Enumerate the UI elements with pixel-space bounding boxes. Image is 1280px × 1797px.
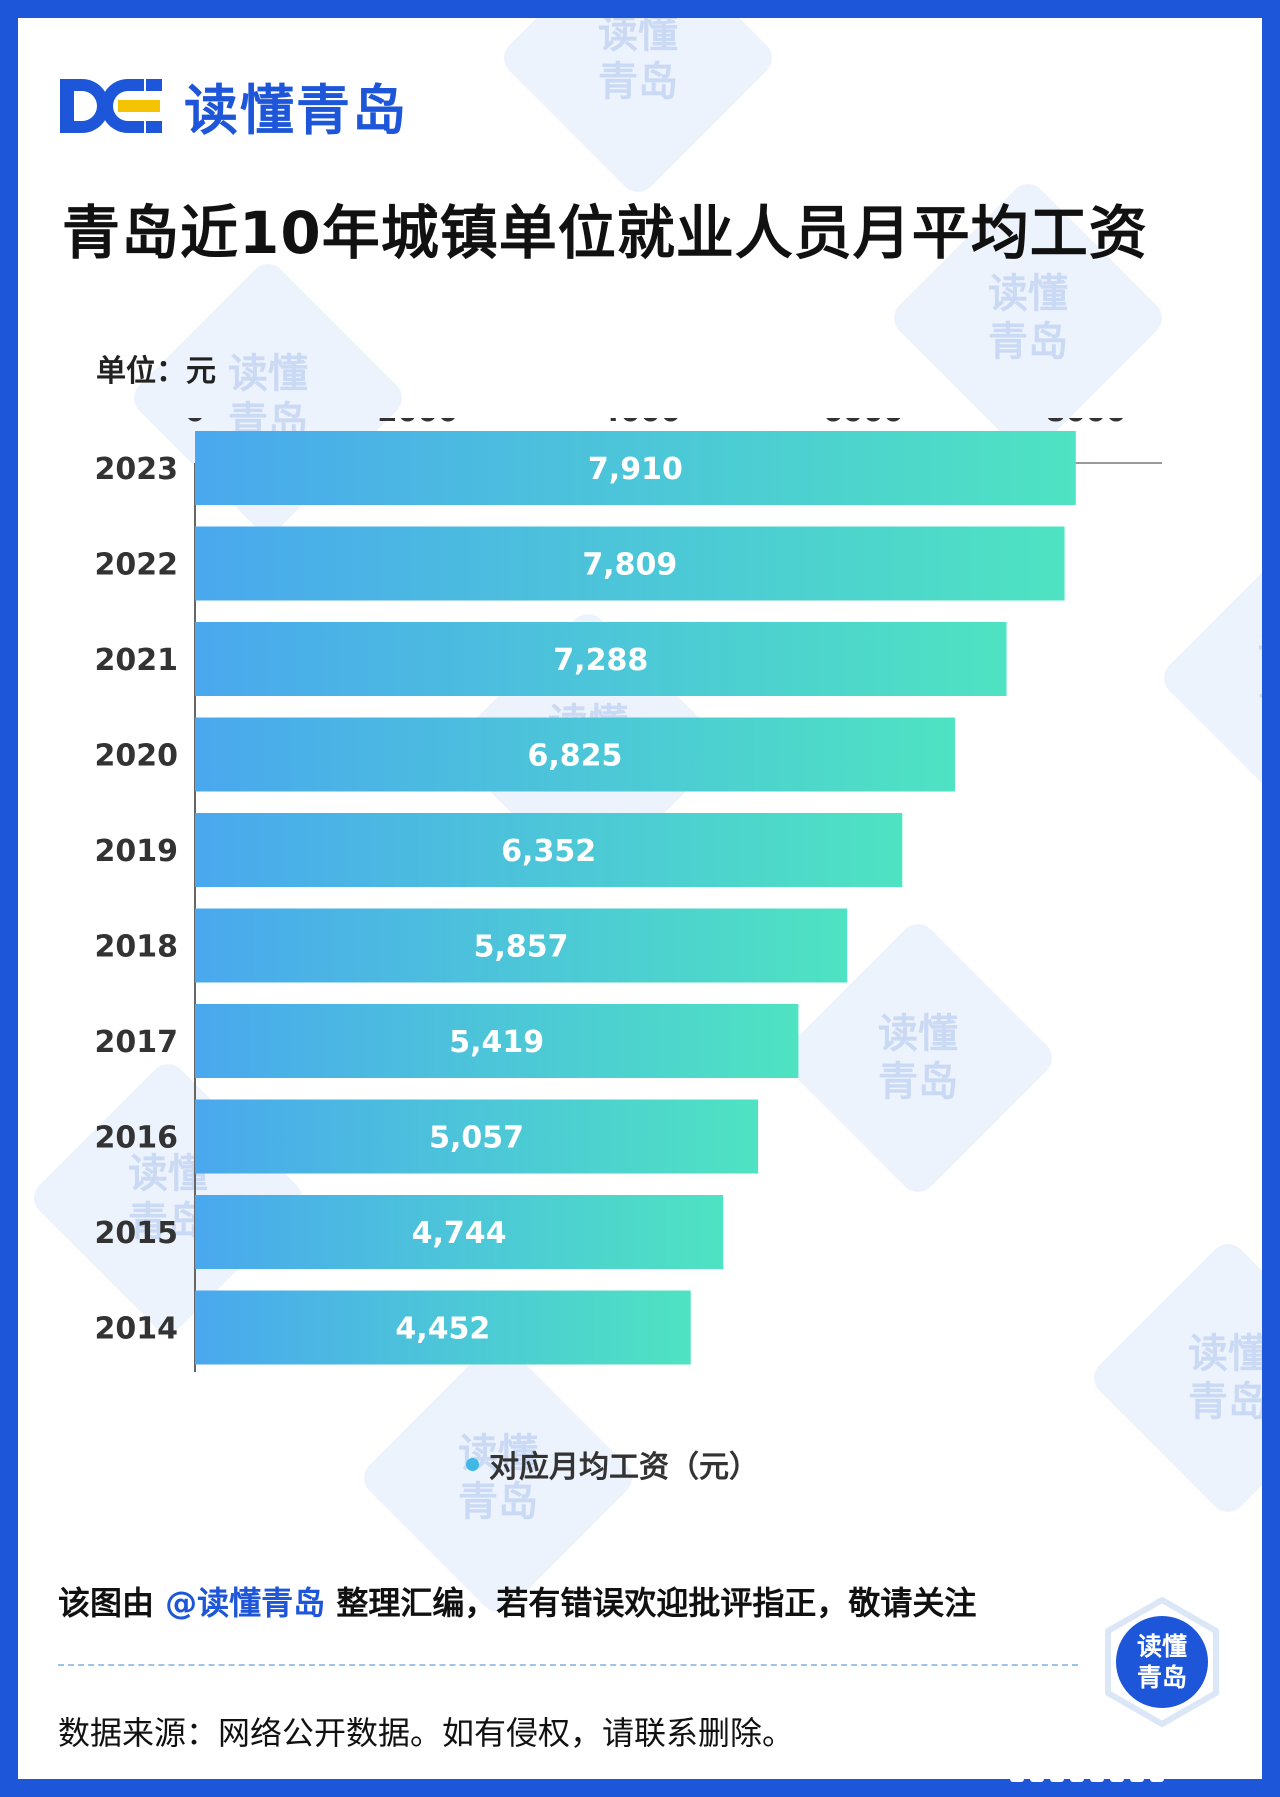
brand-name: 读懂青岛 (184, 78, 408, 142)
source-note: 数据来源：网络公开数据。如有侵权，请联系删除。 (58, 1714, 795, 1752)
y-category-label: 2014 (95, 1312, 179, 1347)
bar-2023 (195, 431, 1076, 505)
bar-value-label: 6,352 (501, 834, 596, 869)
page-dot (1030, 1764, 1044, 1782)
badge-line2: 青岛 (1136, 1663, 1187, 1692)
x-tick-label: 0 (185, 418, 205, 428)
bar-2020 (195, 717, 955, 792)
x-tick-label: 6000 (823, 418, 904, 428)
bar-chart: 0 2000 4000 6000 8000 2023 7,910 2022 7,809 2021… (95, 418, 1162, 1372)
brand-logo: 读懂青岛 (60, 66, 408, 145)
bar-2022 (195, 526, 1065, 601)
legend-marker (466, 1457, 479, 1471)
legend-label: 对应月均工资（元） (489, 1450, 759, 1485)
bar-value-label: 4,744 (412, 1216, 507, 1251)
badge-line1: 读懂 (1136, 1631, 1187, 1661)
page-dot (1150, 1764, 1164, 1782)
bar-value-label: 5,057 (429, 1121, 524, 1156)
unit-label: 单位：元 (96, 354, 216, 389)
page-dot (1130, 1764, 1144, 1782)
credit-line: 该图由 @读懂青岛 整理汇编，若有错误欢迎批评指正，敬请关注 (58, 1578, 976, 1624)
bar-2017 (195, 1004, 799, 1078)
y-category-label: 2016 (95, 1121, 179, 1156)
page-dot (1070, 1764, 1084, 1782)
hexagon-badge-icon (1105, 1597, 1219, 1727)
credit-suffix: 整理汇编，若有错误欢迎批评指正，敬请关注 (325, 1584, 977, 1622)
y-category-label: 2020 (95, 739, 179, 774)
y-category-label: 2022 (95, 548, 179, 583)
bar-value-label: 5,419 (449, 1025, 544, 1060)
bar-2021 (195, 622, 1007, 696)
y-category-label: 2023 (95, 452, 179, 487)
credit-handle[interactable]: @读懂青岛 (165, 1584, 326, 1622)
x-tick-label: 4000 (600, 418, 681, 428)
page-dot (1110, 1764, 1124, 1782)
x-tick-label: 2000 (377, 418, 458, 428)
x-tick-label: 8000 (1045, 418, 1126, 428)
page-dot (1090, 1764, 1104, 1782)
bar-2016 (195, 1099, 759, 1174)
infographic-card: 读懂 青岛 读懂 青岛 读懂 青岛 读懂 青岛 读懂 青岛 读懂 青岛 读懂 青岛 读懂 青岛 … (18, 18, 1262, 1779)
bar-2015 (195, 1195, 724, 1269)
footer-divider (58, 1664, 1078, 1666)
y-category-label: 2015 (95, 1216, 179, 1251)
page-dot (1050, 1764, 1064, 1782)
page-indicator (1010, 1764, 1164, 1782)
page-title: 青岛近10年城镇单位就业人员月平均工资 (62, 199, 1148, 267)
bar-value-label: 6,825 (528, 739, 623, 774)
y-category-label: 2017 (95, 1025, 179, 1060)
brand-badge: 读懂 青岛 (1096, 1596, 1228, 1728)
bar-value-label: 5,857 (474, 930, 569, 965)
credit-prefix: 该图由 (58, 1584, 166, 1622)
bar-2018 (195, 908, 848, 983)
watermark: 读懂青岛 (496, 18, 780, 200)
bar-value-label: 7,910 (588, 452, 683, 487)
bar-value-label: 7,809 (582, 548, 677, 583)
bar-value-label: 4,452 (395, 1312, 490, 1347)
chart-legend: 对应月均工资（元） (466, 1442, 759, 1486)
y-category-label: 2018 (95, 930, 179, 965)
bar-value-label: 7,288 (553, 643, 648, 678)
page-dot (1010, 1764, 1024, 1782)
dq-logo-icon (60, 75, 170, 137)
bar-2019 (195, 813, 903, 887)
y-category-label: 2019 (95, 834, 179, 869)
bar-2014 (195, 1290, 691, 1365)
y-category-label: 2021 (95, 643, 179, 678)
